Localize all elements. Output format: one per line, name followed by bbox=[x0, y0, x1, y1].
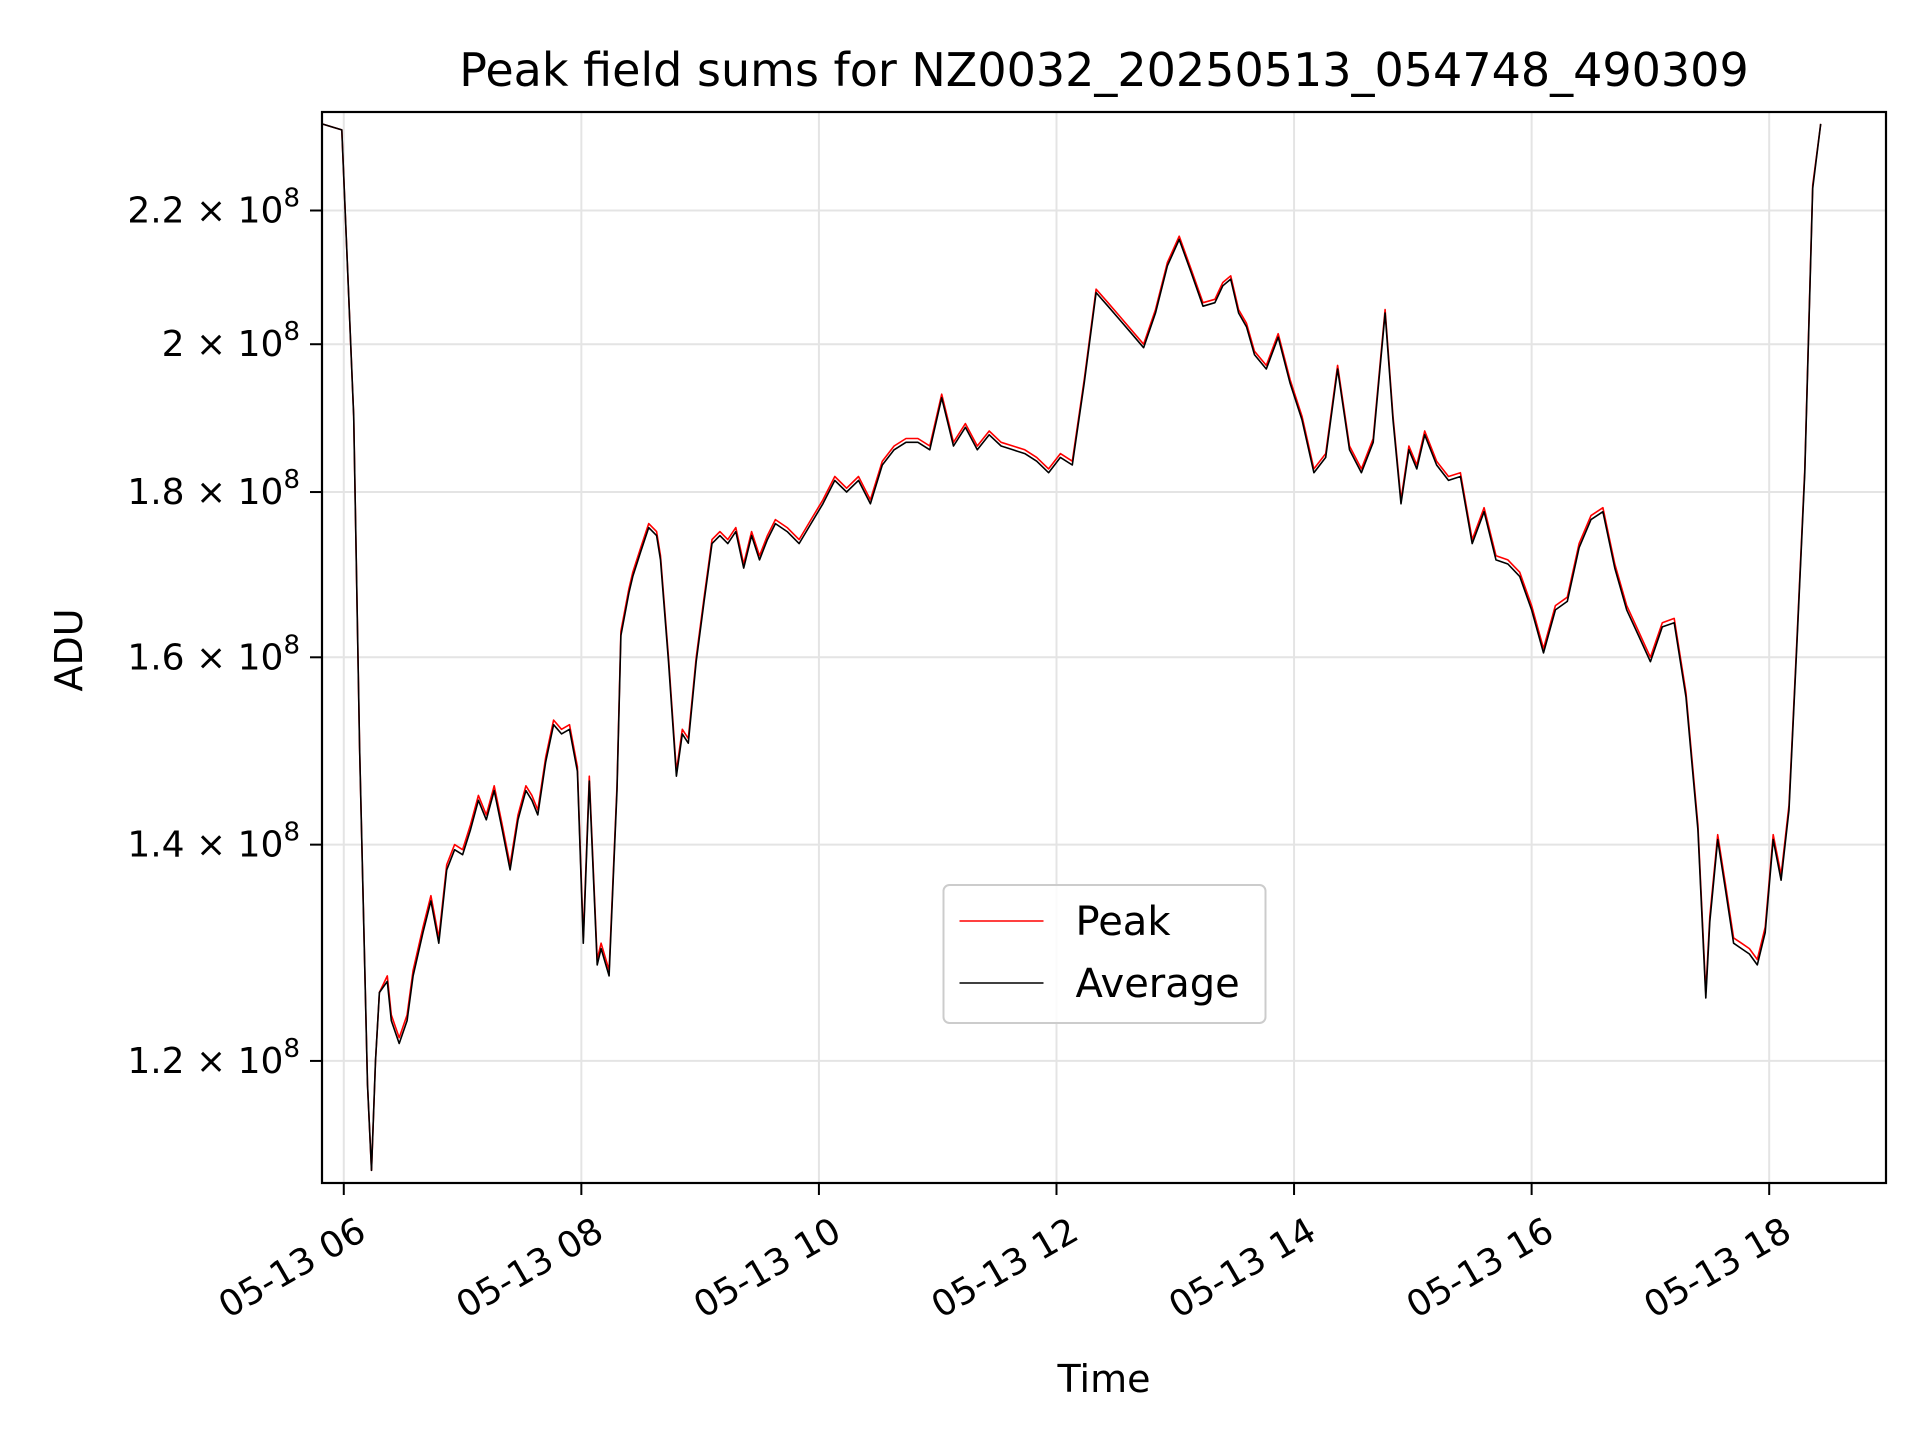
chart-title: Peak field sums for NZ0032_20250513_0547… bbox=[459, 43, 1748, 97]
y-tick-times: × bbox=[185, 637, 238, 678]
y-tick-label: 2 × 108 bbox=[162, 317, 300, 365]
legend: Peak Average bbox=[942, 884, 1267, 1024]
y-tick-times: × bbox=[185, 472, 238, 513]
y-tick-exponent: 8 bbox=[283, 818, 300, 848]
y-tick-label: 1.6 × 108 bbox=[127, 630, 300, 678]
y-tick-base: 10 bbox=[238, 825, 284, 866]
y-tick-times: × bbox=[185, 825, 238, 866]
legend-box bbox=[942, 884, 1267, 1024]
plot-area-frame bbox=[320, 110, 1888, 1185]
y-tick-label: 1.4 × 108 bbox=[127, 818, 300, 866]
y-axis-label: ADU bbox=[47, 608, 91, 691]
y-tick-times: × bbox=[185, 190, 238, 231]
y-tick-label: 1.8 × 108 bbox=[127, 465, 300, 513]
y-tick-mantissa: 1.2 bbox=[127, 1041, 184, 1082]
legend-label-peak: Peak bbox=[1076, 899, 1172, 945]
y-tick-times: × bbox=[185, 324, 238, 365]
y-tick-mantissa: 2 bbox=[162, 324, 185, 365]
y-tick-exponent: 8 bbox=[283, 183, 300, 213]
series-line-peak bbox=[321, 123, 1822, 1172]
y-tick-base: 10 bbox=[238, 637, 284, 678]
series-lines bbox=[321, 123, 1822, 1172]
y-tick-base: 10 bbox=[238, 472, 284, 513]
y-tick-base: 10 bbox=[238, 324, 284, 365]
y-tick-exponent: 8 bbox=[283, 465, 300, 495]
x-axis-label: Time bbox=[1057, 1357, 1151, 1401]
y-tick-exponent: 8 bbox=[283, 630, 300, 660]
series-line-average bbox=[321, 123, 1822, 1172]
y-tick-base: 10 bbox=[238, 190, 284, 231]
y-tick-exponent: 8 bbox=[283, 1034, 300, 1064]
y-tick-mantissa: 2.2 bbox=[127, 190, 184, 231]
y-tick-times: × bbox=[185, 1041, 238, 1082]
y-tick-mantissa: 1.6 bbox=[127, 637, 184, 678]
grid-lines bbox=[322, 112, 1886, 1183]
legend-label-average: Average bbox=[1076, 961, 1240, 1007]
y-tick-exponent: 8 bbox=[283, 317, 300, 347]
y-tick-mantissa: 1.8 bbox=[127, 472, 184, 513]
y-tick-mantissa: 1.4 bbox=[127, 825, 184, 866]
y-tick-label: 1.2 × 108 bbox=[127, 1034, 300, 1082]
y-tick-label: 2.2 × 108 bbox=[127, 183, 300, 231]
y-tick-base: 10 bbox=[238, 1041, 284, 1082]
